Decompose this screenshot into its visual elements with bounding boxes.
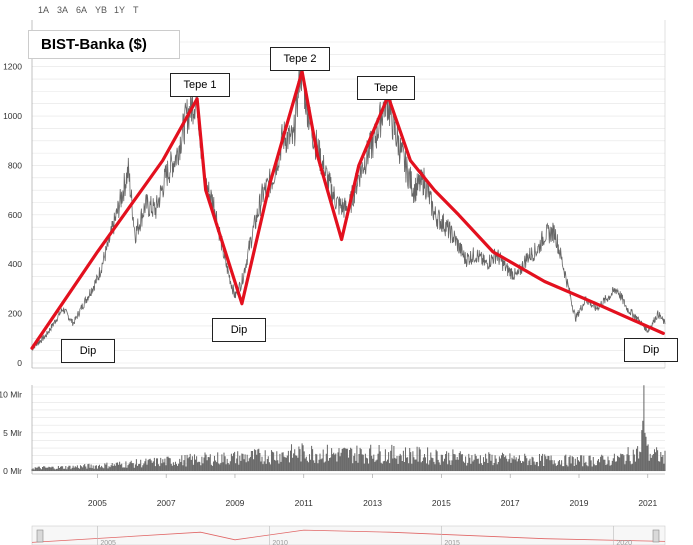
volume-y-axis: 0 Mlr 5 Mlr 10 Mlr xyxy=(0,390,22,476)
navigator-tick-label: 2015 xyxy=(444,540,460,545)
navigator: 2005 2010 2015 2020 xyxy=(31,525,666,545)
y-tick-label: 200 xyxy=(8,309,22,319)
range-button-0[interactable]: 1A xyxy=(38,5,50,15)
navigator-tick-label: 2005 xyxy=(100,540,116,545)
volume-y-tick-label: 5 Mlr xyxy=(3,428,22,438)
range-button-3[interactable]: YB xyxy=(95,5,108,15)
annotation-tepe-2: Tepe 2 xyxy=(270,47,330,71)
x-tick-label: 2017 xyxy=(501,498,520,508)
y-tick-label: 1200 xyxy=(3,62,22,72)
range-button-4[interactable]: 1Y xyxy=(114,5,126,15)
trend-line xyxy=(30,70,665,350)
volume-y-tick-label: 10 Mlr xyxy=(0,390,22,400)
range-button-2[interactable]: 6A xyxy=(76,5,88,15)
annotation-dip-3: Dip xyxy=(624,338,678,362)
x-tick-label: 2015 xyxy=(432,498,451,508)
x-tick-label: 2007 xyxy=(157,498,176,508)
y-tick-label: 1000 xyxy=(3,111,22,121)
x-axis: 2005 2007 2009 2011 2013 2015 2017 2019 2021 xyxy=(88,474,658,508)
navigator-handle-right[interactable] xyxy=(652,529,660,543)
x-tick-label: 2013 xyxy=(363,498,382,508)
x-tick-label: 2019 xyxy=(570,498,589,508)
annotation-tepe-3: Tepe xyxy=(357,76,415,100)
y-tick-label: 600 xyxy=(8,210,22,220)
x-tick-label: 2005 xyxy=(88,498,107,508)
price-series-line xyxy=(31,53,666,352)
navigator-handle-left[interactable] xyxy=(36,529,44,543)
navigator-tick-label: 2010 xyxy=(272,540,288,545)
x-tick-label: 2009 xyxy=(226,498,245,508)
y-tick-label: 400 xyxy=(8,259,22,269)
range-selector: 1A 3A 6A YB 1Y T xyxy=(0,0,693,18)
annotation-dip-1: Dip xyxy=(61,339,115,363)
x-tick-label: 2011 xyxy=(295,498,314,508)
x-tick-label: 2021 xyxy=(638,498,657,508)
range-button-1[interactable]: 3A xyxy=(57,5,69,15)
navigator-line xyxy=(31,529,666,543)
navigator-tick-label: 2020 xyxy=(616,540,632,545)
volume-bars xyxy=(31,385,666,471)
volume-y-tick-label: 0 Mlr xyxy=(3,466,22,476)
price-grid xyxy=(31,20,666,369)
annotation-dip-2: Dip xyxy=(212,318,266,342)
annotation-tepe-1: Tepe 1 xyxy=(170,73,230,97)
navigator-track xyxy=(31,525,666,545)
volume-bars-path xyxy=(31,385,666,471)
y-tick-label: 0 xyxy=(17,358,22,368)
chart-title: BIST-Banka ($) xyxy=(28,30,180,59)
range-button-5[interactable]: T xyxy=(133,5,139,15)
price-y-axis: 0 200 400 600 800 1000 1200 xyxy=(3,62,22,368)
y-tick-label: 800 xyxy=(8,160,22,170)
